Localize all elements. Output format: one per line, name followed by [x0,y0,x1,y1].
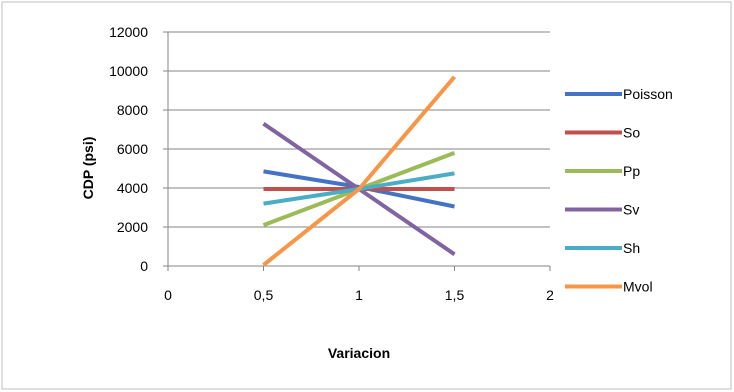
y-axis-ticks: 0 2000 4000 6000 8000 10000 12000 [109,24,168,274]
series-line-mvol [262,75,457,267]
y-tick-label: 0 [140,258,148,274]
legend-label: Poisson [623,86,673,102]
x-tick-label: 1,5 [445,287,465,303]
x-tick-label: 1 [355,287,363,303]
legend-item-mvol: Mvol [565,279,653,295]
legend-item-sh: Sh [565,240,640,256]
legend-label: Pp [623,163,640,179]
legend-label: So [623,125,640,141]
legend-item-poisson: Poisson [565,86,673,102]
legend-label: Sh [623,240,640,256]
series-lines [262,75,457,267]
x-tick-label: 2 [546,287,554,303]
y-tick-label: 4000 [117,180,148,196]
y-tick-label: 10000 [109,63,148,79]
legend: Poisson So Pp Sv Sh Mvol [565,86,673,295]
x-axis-title: Variacion [328,345,390,361]
y-tick-label: 12000 [109,24,148,40]
legend-label: Sv [623,202,639,218]
x-tick-label: 0,5 [254,287,274,303]
grid-lines [168,31,550,228]
x-axis-ticks: 0 0,5 1 1,5 2 [164,266,554,303]
y-tick-label: 6000 [117,141,148,157]
y-axis-title: CDP (psi) [80,137,96,200]
legend-item-sv: Sv [565,202,639,218]
x-tick-label: 0 [164,287,172,303]
legend-item-so: So [565,125,640,141]
legend-label: Mvol [623,279,653,295]
y-tick-label: 2000 [117,219,148,235]
legend-item-pp: Pp [565,163,640,179]
y-tick-label: 8000 [117,102,148,118]
